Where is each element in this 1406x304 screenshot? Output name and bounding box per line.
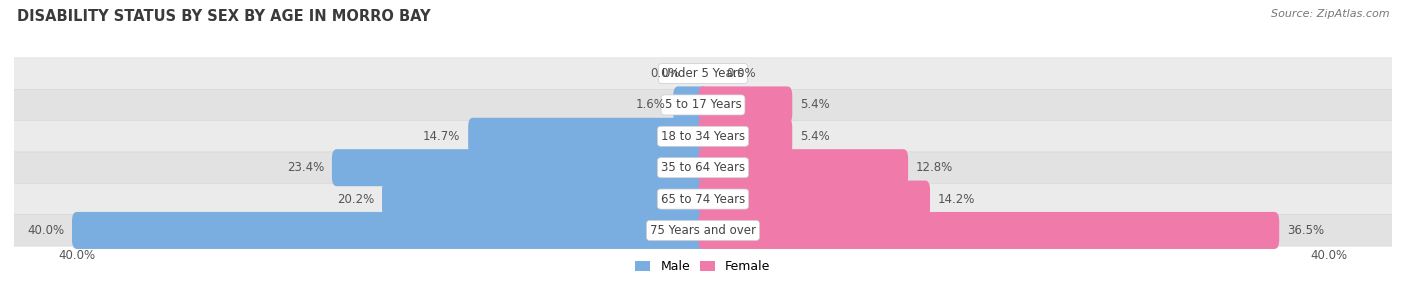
FancyBboxPatch shape: [699, 149, 908, 186]
Text: 35 to 64 Years: 35 to 64 Years: [661, 161, 745, 174]
FancyBboxPatch shape: [14, 89, 1392, 121]
FancyBboxPatch shape: [72, 212, 707, 249]
FancyBboxPatch shape: [699, 181, 929, 218]
Text: 5.4%: 5.4%: [800, 130, 830, 143]
Text: 0.0%: 0.0%: [727, 67, 756, 80]
Text: 23.4%: 23.4%: [287, 161, 323, 174]
FancyBboxPatch shape: [699, 118, 792, 155]
FancyBboxPatch shape: [699, 212, 1279, 249]
Legend: Male, Female: Male, Female: [630, 255, 776, 278]
Text: 18 to 34 Years: 18 to 34 Years: [661, 130, 745, 143]
Text: 14.2%: 14.2%: [938, 192, 976, 206]
FancyBboxPatch shape: [14, 58, 1392, 89]
Text: Under 5 Years: Under 5 Years: [662, 67, 744, 80]
Text: 5.4%: 5.4%: [800, 98, 830, 112]
Text: 36.5%: 36.5%: [1286, 224, 1324, 237]
Text: 65 to 74 Years: 65 to 74 Years: [661, 192, 745, 206]
Text: 14.7%: 14.7%: [423, 130, 460, 143]
Text: 40.0%: 40.0%: [58, 249, 96, 262]
Text: 40.0%: 40.0%: [1310, 249, 1348, 262]
Text: DISABILITY STATUS BY SEX BY AGE IN MORRO BAY: DISABILITY STATUS BY SEX BY AGE IN MORRO…: [17, 9, 430, 24]
FancyBboxPatch shape: [699, 86, 792, 123]
FancyBboxPatch shape: [14, 152, 1392, 183]
Text: Source: ZipAtlas.com: Source: ZipAtlas.com: [1271, 9, 1389, 19]
Text: 5 to 17 Years: 5 to 17 Years: [665, 98, 741, 112]
FancyBboxPatch shape: [332, 149, 707, 186]
Text: 0.0%: 0.0%: [650, 67, 679, 80]
FancyBboxPatch shape: [382, 181, 707, 218]
Text: 1.6%: 1.6%: [636, 98, 665, 112]
Text: 40.0%: 40.0%: [27, 224, 65, 237]
FancyBboxPatch shape: [468, 118, 707, 155]
FancyBboxPatch shape: [14, 215, 1392, 246]
FancyBboxPatch shape: [14, 183, 1392, 215]
Text: 12.8%: 12.8%: [915, 161, 953, 174]
FancyBboxPatch shape: [673, 86, 707, 123]
Text: 75 Years and over: 75 Years and over: [650, 224, 756, 237]
Text: 20.2%: 20.2%: [337, 192, 374, 206]
FancyBboxPatch shape: [14, 121, 1392, 152]
